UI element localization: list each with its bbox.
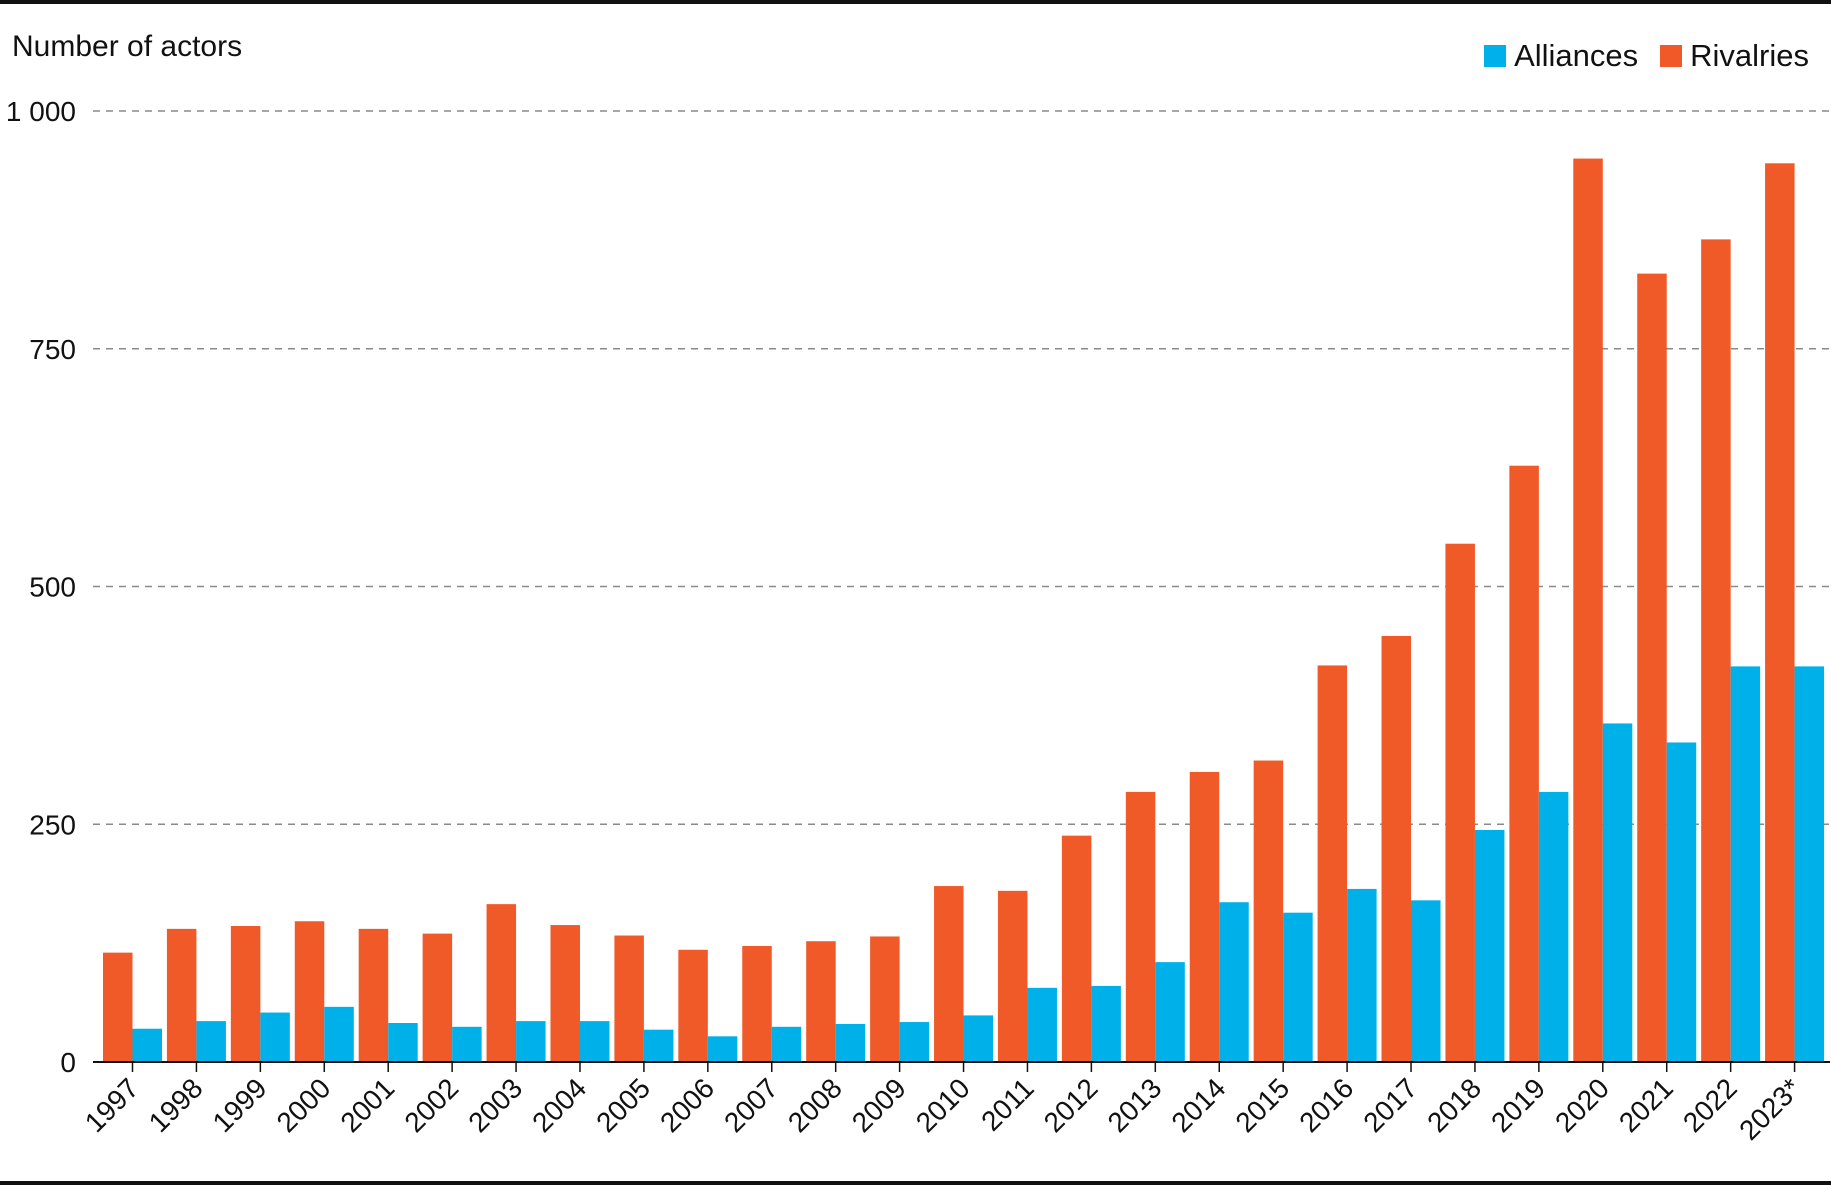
bar-alliances-2014 [1219, 902, 1249, 1062]
bar-rivalries-2018 [1445, 543, 1475, 1062]
x-tick-label-2000: 2000 [271, 1072, 337, 1138]
bar-rivalries-2000 [294, 921, 325, 1062]
x-tick-label-2010: 2010 [910, 1072, 976, 1138]
bar-rivalries-2017 [1381, 635, 1412, 1062]
bar-alliances-2023 [1794, 666, 1825, 1062]
x-tick-label-2012: 2012 [1038, 1072, 1104, 1138]
bar-alliances-2009 [899, 1022, 930, 1062]
bar-alliances-1998 [196, 1021, 226, 1062]
x-tick-label-2013: 2013 [1102, 1072, 1168, 1138]
y-tick-label-500: 500 [29, 572, 76, 603]
bar-alliances-2001 [388, 1023, 418, 1062]
bar-rivalries-2012 [1061, 835, 1092, 1062]
bottom-rule [0, 1181, 1831, 1185]
x-tick-label-2022: 2022 [1677, 1072, 1743, 1138]
bar-alliances-2017 [1411, 900, 1441, 1062]
x-tick-label-2008: 2008 [782, 1072, 848, 1138]
bar-alliances-2008 [835, 1023, 866, 1062]
bar-rivalries-2019 [1509, 465, 1539, 1062]
bar-alliances-2012 [1091, 985, 1121, 1062]
bar-rivalries-1999 [230, 926, 261, 1062]
y-tick-label-250: 250 [29, 809, 76, 840]
bar-alliances-2002 [452, 1026, 482, 1062]
x-tick-label-2004: 2004 [526, 1072, 592, 1138]
bar-rivalries-2022 [1701, 239, 1731, 1062]
bar-rivalries-2006 [678, 949, 708, 1062]
y-tick-label-750: 750 [29, 334, 76, 365]
legend-label-rivalries: Rivalries [1690, 38, 1809, 73]
bar-rivalries-2021 [1637, 273, 1667, 1063]
bar-alliances-2003 [516, 1021, 546, 1062]
x-tick-label-2014: 2014 [1166, 1072, 1232, 1138]
y-tick-label-1000: 1 000 [6, 96, 76, 127]
x-tick-label-2021: 2021 [1613, 1072, 1679, 1138]
x-tick-label-2019: 2019 [1485, 1072, 1551, 1138]
x-tick-label-2001: 2001 [334, 1072, 400, 1138]
bar-alliances-1997 [132, 1028, 162, 1062]
x-tick-label-2005: 2005 [590, 1072, 656, 1138]
x-tick-label-2002: 2002 [398, 1072, 464, 1138]
bar-rivalries-2007 [742, 945, 772, 1062]
x-tick-label-2006: 2006 [654, 1072, 720, 1138]
bar-alliances-2000 [324, 1006, 354, 1062]
legend-label-alliances: Alliances [1514, 38, 1639, 73]
bar-alliances-2022 [1730, 666, 1761, 1062]
bar-rivalries-1998 [166, 928, 197, 1062]
bar-alliances-2015 [1283, 912, 1313, 1062]
bar-alliances-2018 [1474, 829, 1505, 1062]
bar-alliances-2010 [963, 1015, 994, 1062]
bar-rivalries-2001 [358, 928, 389, 1062]
top-rule [0, 0, 1831, 4]
x-tick-label-2003: 2003 [462, 1072, 528, 1138]
bar-alliances-2020 [1602, 723, 1633, 1062]
bar-rivalries-2003 [486, 904, 517, 1062]
bar-rivalries-2002 [422, 933, 453, 1062]
bar-rivalries-2020 [1573, 158, 1603, 1063]
bar-alliances-2011 [1027, 987, 1057, 1062]
x-tick-label-2009: 2009 [846, 1072, 912, 1138]
x-tick-label-2015: 2015 [1229, 1072, 1295, 1138]
bar-rivalries-2013 [1125, 791, 1156, 1062]
bar-alliances-2016 [1347, 888, 1377, 1062]
bar-rivalries-2015 [1253, 760, 1284, 1062]
bar-rivalries-2005 [614, 935, 644, 1062]
bar-rivalries-2004 [550, 925, 580, 1062]
y-tick-label-0: 0 [60, 1047, 76, 1078]
bar-rivalries-2008 [806, 941, 836, 1062]
bar-alliances-2013 [1155, 962, 1185, 1062]
x-tick-label-2017: 2017 [1357, 1072, 1423, 1138]
bar-rivalries-2014 [1189, 771, 1220, 1062]
bar-rivalries-2011 [997, 890, 1028, 1062]
legend-swatch-rivalries [1660, 45, 1683, 67]
x-tick-label-1997: 1997 [79, 1072, 145, 1138]
x-tick-label-1998: 1998 [143, 1072, 209, 1138]
x-tick-label-2020: 2020 [1549, 1072, 1615, 1138]
bar-alliances-2021 [1666, 742, 1697, 1062]
x-tick-label-2016: 2016 [1293, 1072, 1359, 1138]
bar-alliances-2005 [643, 1029, 674, 1062]
bar-alliances-1999 [260, 1012, 290, 1062]
bar-rivalries-2016 [1317, 665, 1348, 1062]
legend-swatch-alliances [1484, 45, 1507, 67]
legend-item-alliances: Alliances [1484, 38, 1638, 74]
x-tick-label-2007: 2007 [718, 1072, 784, 1138]
bar-alliances-2007 [771, 1026, 802, 1062]
legend: Alliances Rivalries [1462, 38, 1809, 74]
x-tick-label-2011: 2011 [975, 1072, 1040, 1137]
bar-rivalries-2023 [1765, 163, 1795, 1062]
bar-alliances-2006 [707, 1036, 738, 1062]
bar-alliances-2004 [579, 1021, 610, 1062]
x-tick-label-2023: 2023* [1733, 1072, 1807, 1146]
legend-item-rivalries: Rivalries [1660, 38, 1809, 74]
bar-alliances-2019 [1538, 791, 1569, 1062]
y-axis-title: Number of actors [12, 30, 243, 63]
x-tick-label-1999: 1999 [207, 1072, 273, 1138]
bar-rivalries-2009 [870, 936, 900, 1062]
bar-rivalries-1997 [103, 952, 133, 1062]
x-tick-label-2018: 2018 [1421, 1072, 1487, 1138]
bar-rivalries-2010 [934, 886, 964, 1062]
